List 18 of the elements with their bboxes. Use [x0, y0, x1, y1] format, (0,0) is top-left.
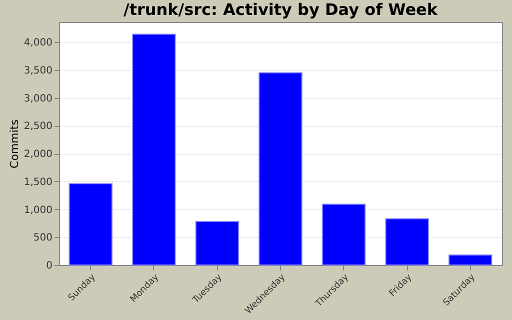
bar: [258, 72, 302, 266]
y-tick-label: 0: [46, 260, 52, 272]
y-tick-label: 4,000: [24, 38, 52, 49]
y-tick-label: 2,000: [24, 149, 52, 160]
bar: [132, 34, 176, 266]
y-tick-label: 3,500: [24, 65, 52, 76]
y-tick-label: 500: [33, 232, 52, 244]
bar: [448, 254, 492, 266]
chart-title: /trunk/src: Activity by Day of Week: [123, 0, 438, 19]
bar: [322, 204, 366, 266]
bar: [195, 221, 240, 266]
y-tick-label: 1,500: [24, 176, 52, 188]
y-tick-label: 2,500: [24, 121, 52, 132]
y-tick-label: 1,000: [24, 204, 52, 216]
y-axis-title: Commits: [8, 119, 21, 168]
bar: [68, 183, 112, 266]
y-tick-label: 3,000: [24, 93, 52, 104]
bar: [385, 218, 429, 266]
